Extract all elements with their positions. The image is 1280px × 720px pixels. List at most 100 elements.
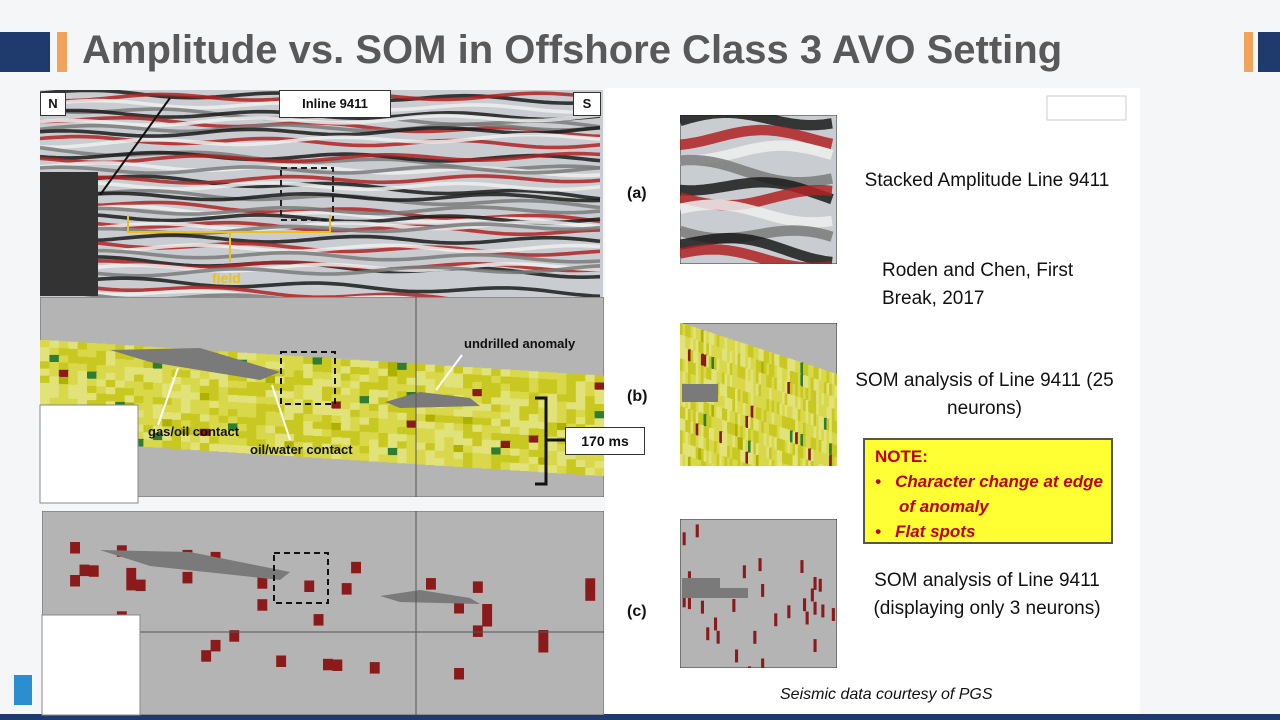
som-cell [547,429,558,438]
som-cell [821,405,825,418]
som-cell [190,371,201,379]
som-cell [745,404,749,417]
som-cell [693,410,697,424]
som-cell [687,361,691,374]
som-cell [68,398,79,407]
som-cell [816,403,820,416]
seismic-reflector [40,125,601,138]
som-cell [491,390,502,398]
som-cell [162,362,173,370]
som-cell [721,336,725,350]
som-cell [228,387,238,396]
som-cell [745,451,749,465]
som-cell [77,349,88,358]
som-cell [87,393,97,401]
som-cell [293,399,304,407]
som-cell [152,390,163,398]
som-cell [463,438,473,446]
som-cell [557,408,567,417]
som-cell [818,451,822,465]
som-cell [256,389,267,398]
som-cell [416,371,426,379]
som-cell [737,425,741,438]
som-cell [303,449,314,458]
som-cell [77,356,88,365]
som-cell [199,371,210,380]
som-cell [784,440,788,454]
som-cell [500,448,511,456]
som-cell [340,380,351,389]
som-cell [275,383,285,392]
som-cell [834,385,837,398]
som-cell [218,437,229,445]
som-cell [742,343,746,356]
som-cell [481,432,492,441]
som-cell [680,394,684,407]
gas-body [380,590,480,604]
som-cell [594,468,604,476]
som-cell [695,399,699,412]
som-cell [745,415,749,429]
som-cell [350,409,361,418]
som-cell [181,434,191,443]
som-cell [685,372,689,385]
som-cell [218,422,229,431]
som-cell [766,410,770,424]
som-cell [519,392,530,400]
som-cell [748,357,752,370]
som-cell [369,375,379,383]
som-cell [472,446,483,454]
som-cell [557,451,567,460]
som-cell [719,335,723,349]
som-cell [761,421,765,434]
som-cell [732,364,736,377]
seismic-reflector [40,243,601,254]
som-cell [724,361,728,374]
som-cell [218,401,229,409]
seismic-reflector [40,222,601,236]
som-cell [761,349,765,362]
som-cell [547,408,558,416]
som-cell [821,604,825,618]
som-cell [256,418,267,426]
som-cell [105,358,116,367]
som-cell [750,441,754,454]
som-cell [481,403,492,412]
som-cell [199,443,210,451]
som-cell [434,365,445,373]
som-cell [481,439,492,448]
som-cell [331,444,342,452]
som-cell [816,427,820,440]
som-cell [724,337,728,350]
som-cell [737,461,741,466]
som-cell [369,361,379,369]
som-cell [143,375,154,383]
som-cell [693,327,697,340]
som-cell [800,362,804,375]
som-cell [566,402,577,410]
som-cell [784,381,788,394]
som-cell [547,379,558,388]
som-cell [682,359,686,372]
som-cell [152,382,163,391]
som-cell [134,360,144,368]
som-cell [557,394,567,402]
som-cell [779,462,783,466]
seismic-reflector [40,276,601,297]
som-cell [729,375,733,388]
som-cell [714,617,718,631]
som-cell [124,366,135,375]
som-cell [803,375,807,388]
som-cell [711,345,715,358]
som-cell [190,442,201,451]
som-cell [510,391,520,399]
som-cell [729,339,733,352]
som-cell [714,441,718,454]
som-cell [782,380,786,393]
som-cell [711,357,715,370]
som-cell [284,391,295,399]
som-cell [434,422,445,430]
som-cell [162,390,173,399]
som-cell [821,464,825,466]
som-cell [774,613,778,627]
